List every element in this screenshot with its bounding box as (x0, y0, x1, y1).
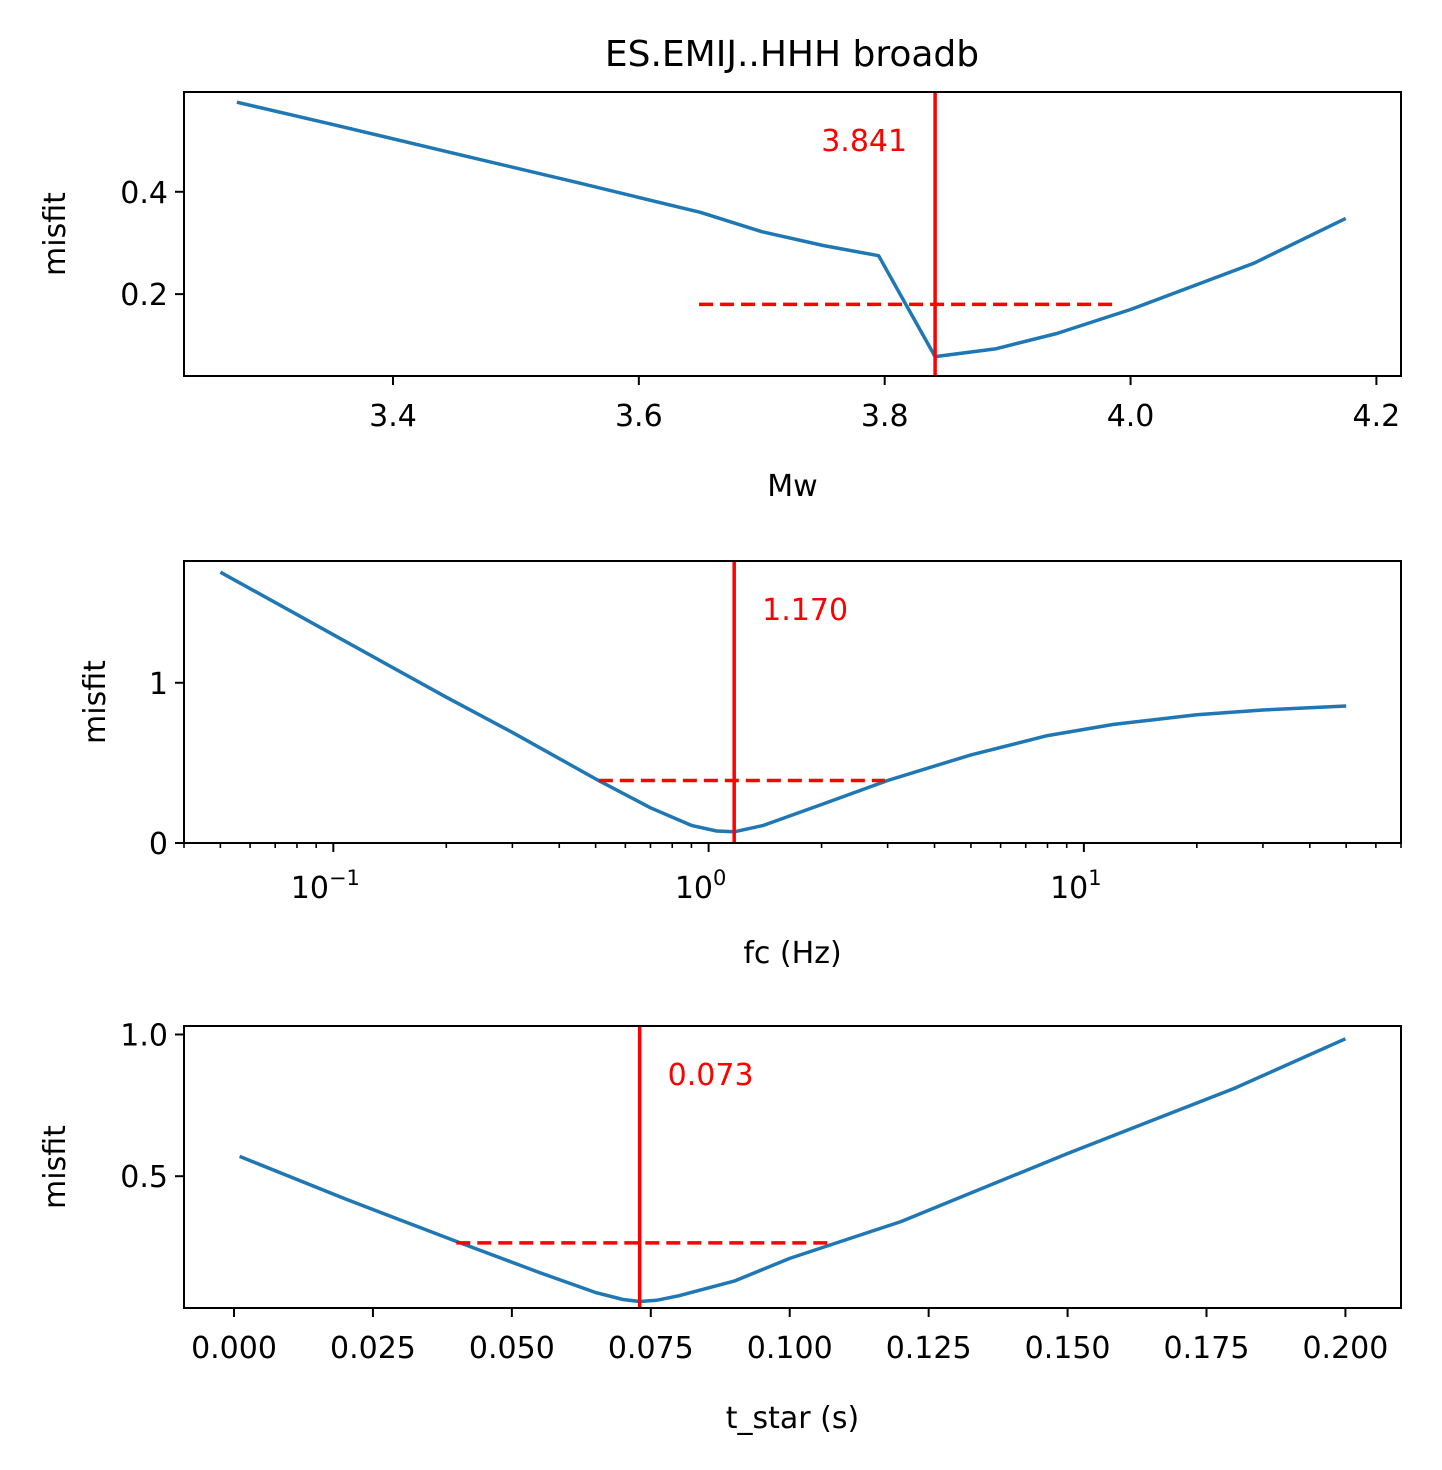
x-tick-label: 0.125 (886, 1331, 972, 1366)
y-tick-label: 0.5 (120, 1160, 168, 1195)
x-tick-label: 3.4 (369, 399, 417, 434)
x-tick-label: 0.175 (1164, 1331, 1250, 1366)
x-tick-label: 100 (675, 866, 727, 906)
best-value-label: 3.841 (821, 124, 907, 159)
misfit-curve (238, 1037, 1347, 1304)
x-tick-label: 0.100 (747, 1331, 833, 1366)
y-axis-label: misfit (38, 1125, 73, 1209)
x-tick-label: 0.200 (1302, 1331, 1388, 1366)
x-tick-label: 0.050 (469, 1331, 555, 1366)
x-tick-label: 3.6 (615, 399, 663, 434)
misfit-curve (219, 570, 1347, 834)
x-tick-label: 101 (1050, 866, 1102, 906)
x-tick-label: 0.025 (330, 1331, 416, 1366)
x-tick-label: 3.8 (861, 399, 909, 434)
x-tick-label: 0.075 (608, 1331, 694, 1366)
misfit-curve (236, 100, 1347, 359)
panel-mw: 3.4 3.6 3.8 4.0 4.2 0.2 0.4 Mw misfit 3.841 (38, 91, 1402, 504)
panel-tstar: 0.000 0.025 0.050 0.075 0.100 0.125 0.150 0.175… (38, 1019, 1402, 1436)
x-axis-label: Mw (767, 469, 817, 504)
x-tick-label: 4.0 (1107, 399, 1155, 434)
x-tick-label: 0.000 (191, 1331, 277, 1366)
best-value-label: 1.170 (762, 593, 848, 628)
x-tick-label: 4.2 (1353, 399, 1401, 434)
y-tick-label: 0 (149, 827, 168, 862)
axes-frame (183, 91, 1402, 377)
y-tick-label: 0.2 (120, 278, 168, 313)
axes-frame (183, 1025, 1402, 1309)
y-tick-label: 0.4 (120, 176, 168, 211)
x-axis-label: t_star (s) (726, 1401, 859, 1436)
y-tick-label: 1 (149, 667, 168, 702)
axes-frame (183, 560, 1402, 844)
y-axis-label: misfit (78, 660, 113, 744)
y-axis-label: misfit (38, 192, 73, 276)
x-axis-label: fc (Hz) (743, 936, 841, 971)
best-value-label: 0.073 (668, 1058, 754, 1093)
figure-title: ES.EMIJ..HHH broadb (605, 34, 979, 75)
y-tick-label: 1.0 (120, 1019, 168, 1054)
x-tick-label: 0.150 (1025, 1331, 1111, 1366)
x-tick-label: 10−1 (291, 866, 360, 906)
